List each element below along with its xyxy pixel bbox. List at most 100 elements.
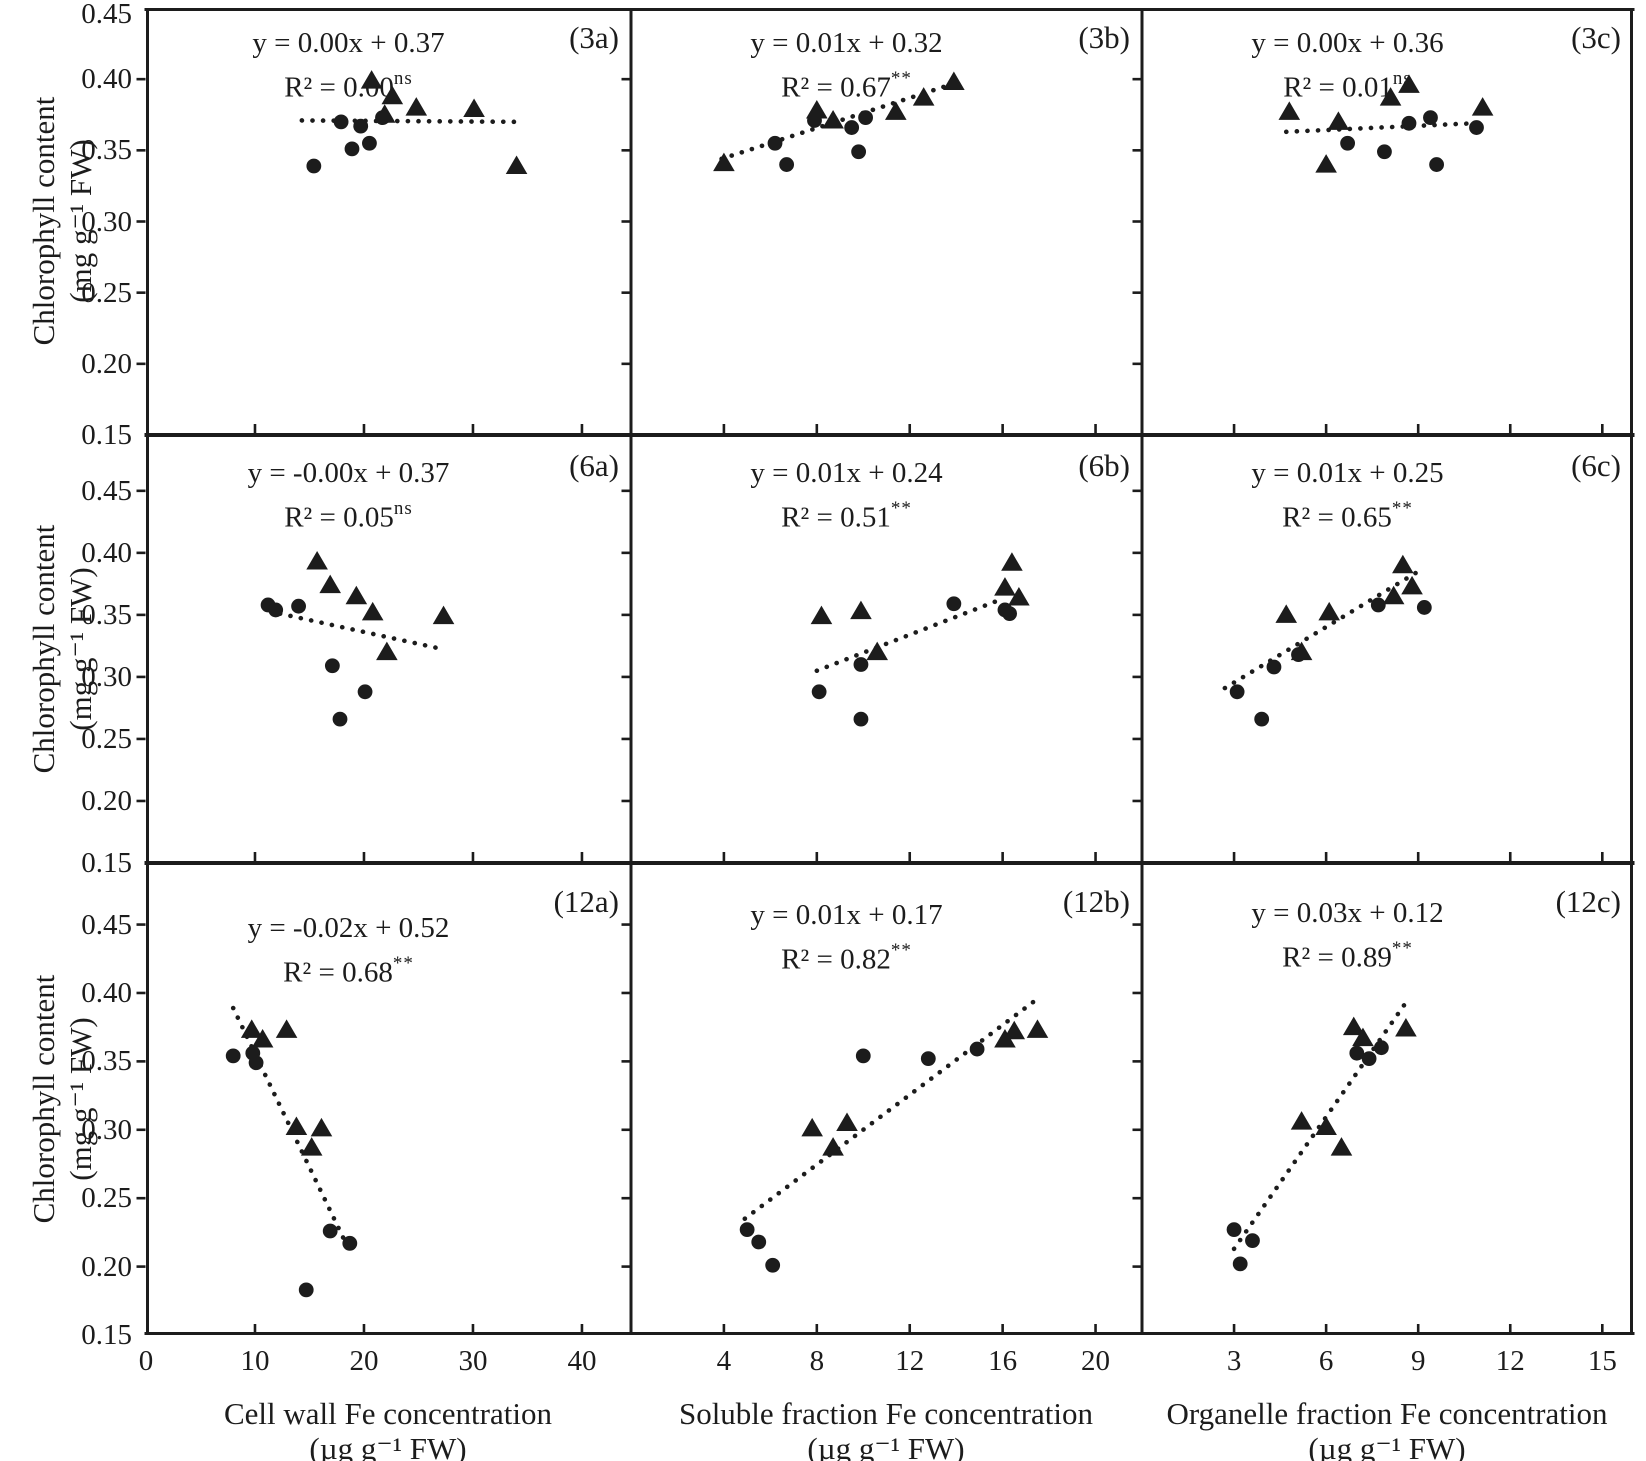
- data-point-triangle: [994, 577, 1016, 596]
- data-point-circle: [1254, 711, 1270, 727]
- data-point-triangle: [1379, 87, 1402, 106]
- series-circles-3a: [306, 110, 390, 174]
- data-point-circle: [225, 1048, 241, 1064]
- data-point-triangle: [822, 1137, 844, 1156]
- data-point-circle: [1423, 110, 1438, 125]
- data-point-triangle: [1315, 154, 1337, 173]
- data-point-triangle: [405, 97, 428, 116]
- data-point-circle: [1370, 597, 1386, 613]
- data-point-circle: [1340, 135, 1356, 151]
- data-point-triangle: [866, 641, 889, 661]
- data-point-triangle: [1290, 641, 1313, 661]
- data-point-triangle: [1327, 111, 1350, 130]
- data-point-triangle: [1001, 552, 1023, 571]
- data-point-triangle: [912, 87, 935, 106]
- panel-12a: [136, 923, 584, 1334]
- panel-6a: [136, 489, 584, 862]
- data-point-circle: [1377, 144, 1392, 160]
- trend-line-3b: [719, 78, 966, 162]
- series-circles-6b: [811, 596, 1018, 727]
- data-point-triangle: [1003, 1020, 1026, 1040]
- y-axis-title-row-1: Chlorophyll content (mg g⁻¹ FW): [25, 6, 99, 436]
- x-axis-title-text: Soluble fraction Fe concentration: [678, 1396, 1094, 1431]
- trend-line-6b: [814, 596, 1005, 674]
- trend-line-3c: [1283, 120, 1476, 135]
- data-point-triangle: [850, 600, 872, 620]
- trend-line-6a: [277, 611, 442, 651]
- y-axis-title-unit: (mg g⁻¹ FW): [63, 567, 98, 731]
- data-point-circle: [268, 602, 284, 618]
- data-point-circle: [306, 158, 322, 174]
- data-point-circle: [353, 118, 369, 134]
- data-point-circle: [920, 1051, 936, 1067]
- data-point-triangle: [1352, 1027, 1374, 1047]
- data-point-circle: [1416, 600, 1432, 615]
- series-triangles-12c: [1290, 1016, 1417, 1156]
- data-point-triangle: [1342, 1016, 1365, 1036]
- data-point-triangle: [432, 605, 455, 625]
- data-point-circle: [1361, 1051, 1377, 1067]
- data-point-circle: [1469, 120, 1484, 135]
- series-circles-12c: [1226, 1040, 1389, 1272]
- data-point-circle: [969, 1041, 985, 1057]
- panel-6b: [621, 489, 1097, 862]
- data-point-triangle: [300, 1137, 323, 1156]
- x-axis-title-text: Organelle fraction Fe concentration: [1166, 1396, 1608, 1431]
- data-point-circle: [342, 1235, 358, 1251]
- data-point-circle: [946, 596, 962, 612]
- panel-12b: [621, 923, 1097, 1334]
- data-point-triangle: [884, 101, 907, 120]
- y-axis-title-text: Chlorophyll content: [26, 524, 61, 774]
- data-point-circle: [739, 1222, 755, 1238]
- data-point-triangle: [376, 641, 398, 661]
- data-point-triangle: [373, 104, 396, 123]
- series-circles-3c: [1340, 110, 1484, 172]
- data-point-triangle: [463, 98, 485, 118]
- data-point-circle: [853, 711, 869, 727]
- data-point-triangle: [810, 605, 833, 625]
- data-point-triangle: [306, 551, 328, 570]
- series-triangles-3a: [360, 70, 528, 174]
- data-point-circle: [767, 135, 783, 151]
- series-triangles-12b: [801, 1019, 1049, 1156]
- data-point-circle: [858, 110, 873, 125]
- data-point-circle: [811, 684, 827, 700]
- data-point-circle: [1373, 1040, 1389, 1056]
- x-axis-title-unit: (µg g⁻¹ FW): [1308, 1431, 1466, 1461]
- data-point-triangle: [801, 1117, 823, 1137]
- y-axis-title-unit: (mg g⁻¹ FW): [63, 1017, 98, 1181]
- data-point-triangle: [713, 152, 735, 172]
- trend-line-6c: [1222, 569, 1421, 691]
- data-point-circle: [1229, 684, 1245, 700]
- x-axis-title-col-c: Organelle fraction Fe concentration (µg …: [1037, 1396, 1646, 1461]
- data-point-circle: [291, 598, 306, 614]
- x-axis-title-col-b: Soluble fraction Fe concentration (µg g⁻…: [536, 1396, 1236, 1461]
- panel-12c: [1132, 923, 1604, 1334]
- data-point-circle: [1349, 1045, 1365, 1061]
- data-point-triangle: [1392, 554, 1414, 574]
- data-point-circle: [1226, 1222, 1242, 1238]
- data-point-circle: [765, 1257, 781, 1273]
- x-axis-title-text: Cell wall Fe concentration: [224, 1396, 552, 1431]
- data-point-circle: [333, 114, 349, 130]
- data-point-triangle: [319, 574, 341, 594]
- y-axis-title-row-3: Chlorophyll content (mg g⁻¹ FW): [25, 884, 99, 1314]
- data-point-circle: [751, 1234, 767, 1250]
- data-point-triangle: [1275, 604, 1298, 623]
- data-point-circle: [1232, 1256, 1248, 1272]
- data-point-circle: [851, 144, 867, 160]
- series-circles-6a: [260, 597, 373, 727]
- data-point-triangle: [1471, 97, 1494, 116]
- data-point-triangle: [806, 99, 828, 119]
- series-circles-12b: [739, 1041, 985, 1273]
- data-point-circle: [844, 120, 860, 135]
- data-point-triangle: [1008, 587, 1030, 606]
- x-axis-title-unit: (µg g⁻¹ FW): [309, 1431, 467, 1461]
- data-point-triangle: [1278, 101, 1301, 120]
- data-point-triangle: [310, 1117, 333, 1137]
- series-triangles-6a: [306, 551, 455, 661]
- data-point-circle: [1429, 157, 1444, 172]
- data-point-triangle: [275, 1019, 298, 1038]
